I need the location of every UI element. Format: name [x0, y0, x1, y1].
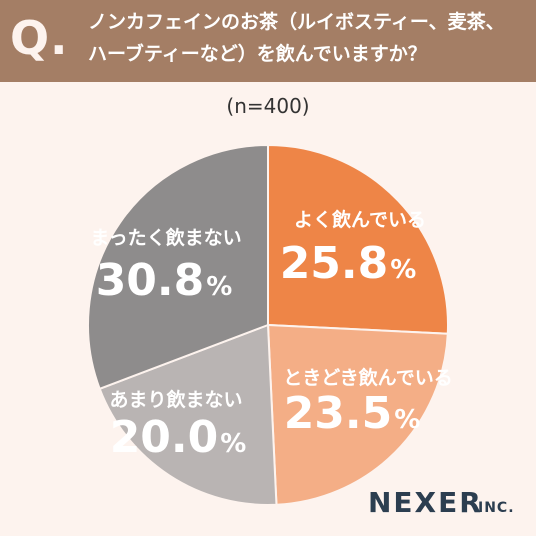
slice-label-often: よく飲んでいる [294, 208, 426, 231]
brand-logo: NEXER [368, 486, 483, 519]
pie-slice-often [267, 143, 449, 335]
pie-slice-sometimes [266, 323, 449, 506]
question-q-mark: Q [10, 11, 49, 65]
slice-value-sometimes: 23.5% [284, 388, 421, 439]
sample-size: (n=400) [226, 94, 310, 118]
brand-logo-suffix: INC. [478, 500, 515, 516]
question-text-line2: ハーブティーなど）を飲んでいますか？ [88, 43, 427, 65]
slice-value-never: 30.8% [96, 255, 233, 306]
slice-value-rarely: 20.0% [110, 412, 247, 463]
pie-slice-rarely [98, 323, 278, 506]
question-text-line1: ノンカフェインのお茶（ルイボスティー、麦茶、 [88, 11, 505, 33]
slice-label-never: まったく飲まない [90, 226, 241, 249]
question-header: Q . ノンカフェインのお茶（ルイボスティー、麦茶、 ハーブティーなど）を飲んで… [0, 0, 536, 82]
slice-label-sometimes: ときどき飲んでいる [283, 366, 452, 389]
question-q-dot: . [50, 11, 68, 65]
pie-slice-never [87, 143, 269, 391]
slice-label-rarely: あまり飲まない [109, 388, 242, 411]
slice-value-often: 25.8% [280, 238, 417, 289]
